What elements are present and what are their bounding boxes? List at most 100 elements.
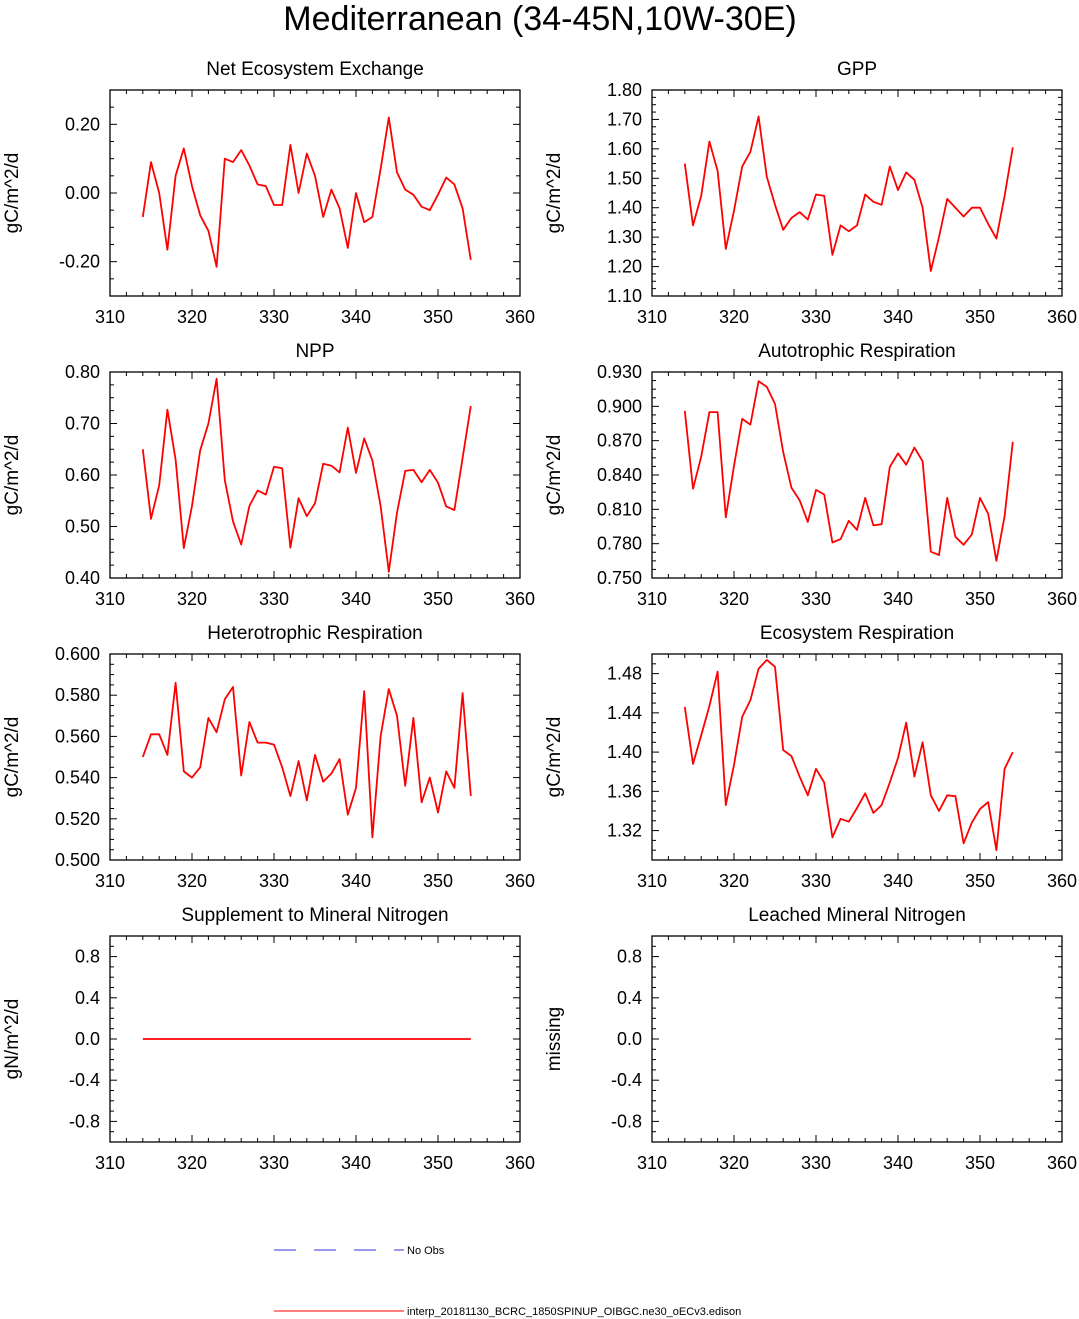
y-tick-label: 1.48 [607, 664, 642, 684]
y-tick-label: 1.70 [607, 109, 642, 129]
y-tick-label: 0.0 [75, 1029, 100, 1049]
x-tick-label: 320 [719, 589, 749, 609]
x-tick-label: 360 [505, 307, 535, 327]
x-tick-label: 310 [637, 307, 667, 327]
panel-4: Autotrophic Respiration 310 320 330 340 350 36… [544, 341, 1077, 609]
x-tick-label: 330 [259, 871, 289, 891]
x-tick-label: 310 [95, 871, 125, 891]
plot-frame [651, 935, 1063, 1143]
y-tick-label: 0.60 [65, 465, 100, 485]
y-tick-label: 0.810 [597, 499, 642, 519]
y-axis-label: gC/m^2/d [2, 435, 23, 516]
x-tick-label: 320 [719, 1153, 749, 1173]
x-tick-label: 340 [341, 589, 371, 609]
panel-8: Leached Mineral Nitrogen 310 320 330 340 350 3… [544, 905, 1077, 1173]
x-tick-label: 350 [965, 589, 995, 609]
x-tick-label: 330 [259, 307, 289, 327]
x-tick-label: 350 [965, 307, 995, 327]
y-tick-label: 0.70 [65, 414, 100, 434]
x-tick-label: 340 [883, 307, 913, 327]
series-line-model [141, 681, 472, 839]
plot-frame [651, 371, 1063, 579]
panel-3: NPP 310 320 330 340 350 360 0.40 0.50 0.60 0.70 0.8… [2, 341, 535, 609]
x-tick-label: 360 [505, 871, 535, 891]
x-tick-label: 340 [341, 871, 371, 891]
y-tick-label: 1.40 [607, 198, 642, 218]
y-tick-label: 1.44 [607, 703, 642, 723]
y-tick-label: 0.520 [55, 809, 100, 829]
plot-frame [651, 653, 1063, 861]
x-tick-label: 310 [637, 589, 667, 609]
x-tick-label: 330 [801, 1153, 831, 1173]
y-axis-label: gC/m^2/d [544, 435, 565, 516]
legend: No Obs interp_20181130_BCRC_1850SPINUP_O… [274, 1245, 741, 1318]
x-tick-label: 310 [95, 307, 125, 327]
y-tick-label: 0.560 [55, 726, 100, 746]
y-tick-label: -0.8 [69, 1111, 100, 1131]
y-tick-label: 1.10 [607, 286, 642, 306]
x-tick-label: 360 [1047, 1153, 1077, 1173]
y-tick-label: 0.20 [65, 114, 100, 134]
y-tick-label: 0.500 [55, 850, 100, 870]
y-axis-label: gC/m^2/d [544, 153, 565, 234]
y-tick-label: 0.8 [617, 947, 642, 967]
x-tick-label: 360 [505, 589, 535, 609]
series-line-model [141, 116, 472, 268]
panel-title: NPP [295, 341, 334, 362]
panel-title: Supplement to Mineral Nitrogen [181, 905, 448, 926]
y-tick-label: 0.540 [55, 768, 100, 788]
panel-title: Leached Mineral Nitrogen [748, 905, 966, 926]
x-tick-label: 320 [719, 871, 749, 891]
y-tick-label: 0.930 [597, 362, 642, 382]
panels: Net Ecosystem Exchange 310 320 330 340 350 360… [2, 59, 1077, 1173]
y-tick-label: 0.580 [55, 685, 100, 705]
x-tick-label: 340 [883, 1153, 913, 1173]
x-tick-label: 340 [883, 589, 913, 609]
x-tick-label: 310 [95, 589, 125, 609]
y-tick-label: 1.40 [607, 742, 642, 762]
y-tick-label: 1.30 [607, 227, 642, 247]
panel-6: Ecosystem Respiration 310 320 330 340 350 360 1… [544, 623, 1077, 891]
x-tick-label: 340 [341, 307, 371, 327]
panel-7: Supplement to Mineral Nitrogen 310 320 330 3… [2, 905, 535, 1173]
x-tick-label: 330 [801, 307, 831, 327]
panel-2: GPP 310 320 330 340 350 360 1.10 1.20 1.30 1.40 1.5… [544, 59, 1077, 327]
x-tick-label: 330 [801, 871, 831, 891]
panel-5: Heterotrophic Respiration 310 320 330 340 350… [2, 623, 535, 891]
y-tick-label: 0.00 [65, 183, 100, 203]
x-tick-label: 350 [423, 307, 453, 327]
y-tick-label: -0.4 [69, 1070, 100, 1090]
y-tick-label: 1.80 [607, 80, 642, 100]
series-line-model [683, 380, 1014, 562]
y-tick-label: 1.60 [607, 139, 642, 159]
x-tick-label: 320 [177, 589, 207, 609]
x-tick-label: 350 [965, 871, 995, 891]
x-tick-label: 320 [719, 307, 749, 327]
x-tick-label: 360 [1047, 307, 1077, 327]
y-tick-label: -0.20 [59, 252, 100, 272]
plot-frame [651, 89, 1063, 297]
y-tick-label: 0.4 [617, 988, 642, 1008]
series-line-model [683, 659, 1014, 852]
y-tick-label: 1.32 [607, 821, 642, 841]
series-line-model [683, 115, 1014, 272]
panel-title: GPP [837, 59, 877, 80]
x-tick-label: 360 [1047, 589, 1077, 609]
x-tick-label: 330 [259, 1153, 289, 1173]
y-axis-label: gN/m^2/d [2, 999, 23, 1080]
panel-title: Autotrophic Respiration [758, 341, 956, 362]
y-tick-label: -0.4 [611, 1070, 642, 1090]
y-tick-label: 0.0 [617, 1029, 642, 1049]
x-tick-label: 320 [177, 1153, 207, 1173]
x-tick-label: 310 [637, 1153, 667, 1173]
series-line-model [141, 377, 472, 573]
y-tick-label: 0.750 [597, 568, 642, 588]
figure-title: Mediterranean (34-45N,10W-30E) [283, 0, 796, 38]
x-tick-label: 360 [505, 1153, 535, 1173]
y-tick-label: 1.36 [607, 781, 642, 801]
x-tick-label: 350 [423, 1153, 453, 1173]
y-tick-label: 0.900 [597, 396, 642, 416]
y-tick-label: 0.600 [55, 644, 100, 664]
y-axis-label: missing [544, 1007, 565, 1071]
